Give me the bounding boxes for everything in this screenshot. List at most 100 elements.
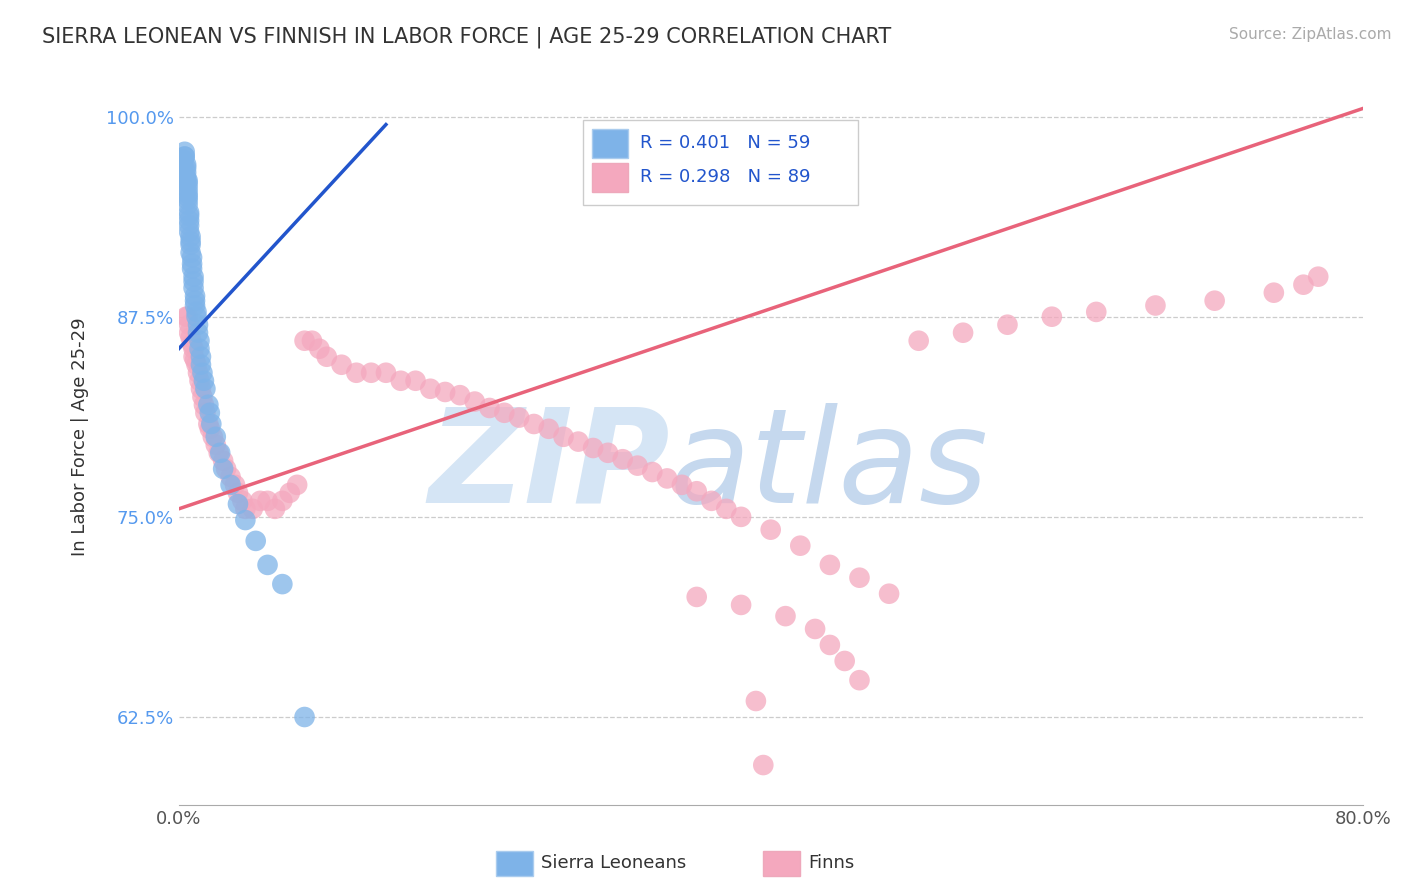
Point: [184, 298, 207, 312]
Point: [179, 213, 201, 227]
Point: [907, 334, 929, 348]
Point: [759, 523, 782, 537]
Point: [834, 654, 856, 668]
Point: [567, 434, 589, 449]
Point: [256, 558, 278, 572]
Point: [181, 251, 204, 265]
Point: [209, 446, 232, 460]
Point: [553, 430, 575, 444]
Point: [193, 374, 215, 388]
Point: [183, 269, 205, 284]
Y-axis label: In Labor Force | Age 25-29: In Labor Force | Age 25-29: [72, 318, 89, 556]
Point: [294, 710, 316, 724]
Point: [204, 430, 226, 444]
Point: [179, 219, 201, 233]
Point: [176, 177, 198, 191]
Point: [700, 493, 723, 508]
Point: [186, 358, 208, 372]
Point: [176, 197, 198, 211]
Point: [877, 587, 900, 601]
Point: [537, 422, 560, 436]
Point: [1040, 310, 1063, 324]
Point: [848, 571, 870, 585]
Point: [180, 235, 202, 249]
Point: [242, 501, 264, 516]
Point: [508, 410, 530, 425]
Point: [716, 501, 738, 516]
Point: [183, 342, 205, 356]
Point: [187, 366, 209, 380]
Text: ZIP: ZIP: [429, 403, 671, 530]
Point: [596, 446, 619, 460]
Point: [1204, 293, 1226, 308]
Point: [188, 334, 211, 348]
Point: [174, 173, 197, 187]
Point: [249, 493, 271, 508]
Point: [294, 334, 316, 348]
Point: [464, 394, 486, 409]
Point: [997, 318, 1019, 332]
Point: [176, 193, 198, 207]
Point: [176, 189, 198, 203]
Point: [208, 446, 231, 460]
Point: [219, 478, 242, 492]
Point: [179, 318, 201, 332]
Point: [181, 257, 204, 271]
Point: [190, 358, 212, 372]
Text: R = 0.298   N = 89: R = 0.298 N = 89: [640, 168, 810, 186]
Point: [224, 478, 246, 492]
Point: [612, 452, 634, 467]
Point: [184, 293, 207, 308]
Point: [226, 486, 249, 500]
Point: [405, 374, 427, 388]
Text: R = 0.401   N = 59: R = 0.401 N = 59: [640, 134, 810, 152]
Point: [179, 205, 201, 219]
Point: [194, 406, 217, 420]
Point: [582, 441, 605, 455]
Point: [226, 497, 249, 511]
Point: [172, 158, 194, 172]
Point: [186, 305, 208, 319]
Point: [285, 478, 308, 492]
Point: [172, 153, 194, 167]
Point: [184, 353, 207, 368]
Point: [301, 334, 323, 348]
Point: [201, 430, 224, 444]
Point: [1308, 269, 1330, 284]
Point: [174, 158, 197, 172]
Point: [183, 350, 205, 364]
Text: Finns: Finns: [808, 855, 855, 872]
Point: [775, 609, 797, 624]
Point: [212, 454, 235, 468]
Point: [848, 673, 870, 688]
Point: [191, 390, 214, 404]
Point: [271, 577, 294, 591]
Point: [187, 326, 209, 340]
Text: atlas: atlas: [671, 403, 988, 530]
Point: [184, 289, 207, 303]
Point: [181, 261, 204, 276]
Point: [671, 478, 693, 492]
Point: [191, 366, 214, 380]
Point: [730, 509, 752, 524]
Point: [200, 417, 222, 431]
Point: [180, 237, 202, 252]
Point: [434, 384, 457, 399]
Point: [231, 493, 253, 508]
Point: [180, 229, 202, 244]
Point: [655, 471, 678, 485]
Point: [197, 398, 219, 412]
Point: [389, 374, 412, 388]
Point: [197, 417, 219, 431]
Point: [176, 186, 198, 201]
Point: [173, 150, 195, 164]
Point: [176, 181, 198, 195]
Point: [176, 310, 198, 324]
Point: [190, 350, 212, 364]
Point: [188, 374, 211, 388]
Point: [315, 350, 337, 364]
Point: [219, 470, 242, 484]
Point: [173, 145, 195, 159]
Point: [193, 398, 215, 412]
Point: [818, 558, 841, 572]
